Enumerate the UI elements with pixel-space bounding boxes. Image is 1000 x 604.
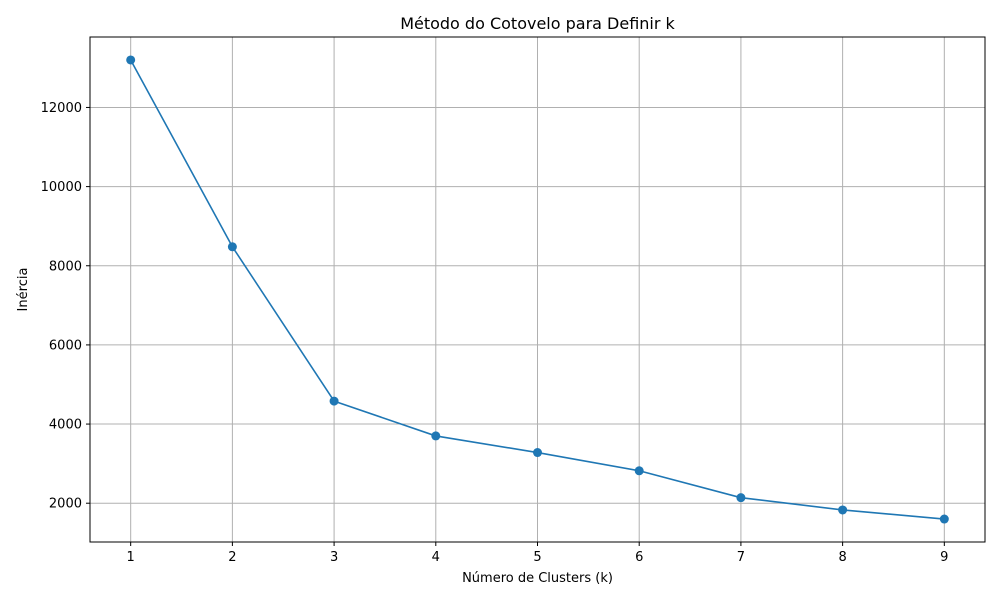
chart-title: Método do Cotovelo para Definir k xyxy=(400,14,675,33)
x-tick-label: 9 xyxy=(940,550,948,565)
data-point xyxy=(329,396,339,406)
data-point xyxy=(634,466,644,476)
y-tick-label: 8000 xyxy=(49,259,82,274)
series-group xyxy=(126,55,949,524)
y-axis-label: Inércia xyxy=(16,268,31,312)
x-tick-label: 2 xyxy=(228,550,236,565)
x-tick-label: 1 xyxy=(127,550,135,565)
x-tick-label: 3 xyxy=(330,550,338,565)
data-point xyxy=(939,514,949,524)
y-tick-label: 6000 xyxy=(49,338,82,353)
x-tick-label: 7 xyxy=(737,550,745,565)
y-tick-label: 2000 xyxy=(49,497,82,512)
data-point xyxy=(736,493,746,503)
grid-lines xyxy=(90,37,985,542)
x-axis-label: Número de Clusters (k) xyxy=(462,571,613,586)
x-tick-label: 8 xyxy=(838,550,846,565)
y-tick-label: 12000 xyxy=(41,101,82,116)
data-point xyxy=(126,55,136,65)
y-tick-label: 4000 xyxy=(49,418,82,433)
axis-ticks: 1 2 3 4 5 6 7 8 9 2000 4000 6000 8000 10000 12000 xyxy=(41,101,949,565)
x-tick-label: 4 xyxy=(432,550,440,565)
x-tick-label: 6 xyxy=(635,550,643,565)
y-tick-label: 10000 xyxy=(41,180,82,195)
x-tick-label: 5 xyxy=(533,550,541,565)
data-point xyxy=(533,448,542,458)
data-point xyxy=(227,242,237,252)
data-point xyxy=(431,431,441,441)
data-point xyxy=(838,505,848,515)
